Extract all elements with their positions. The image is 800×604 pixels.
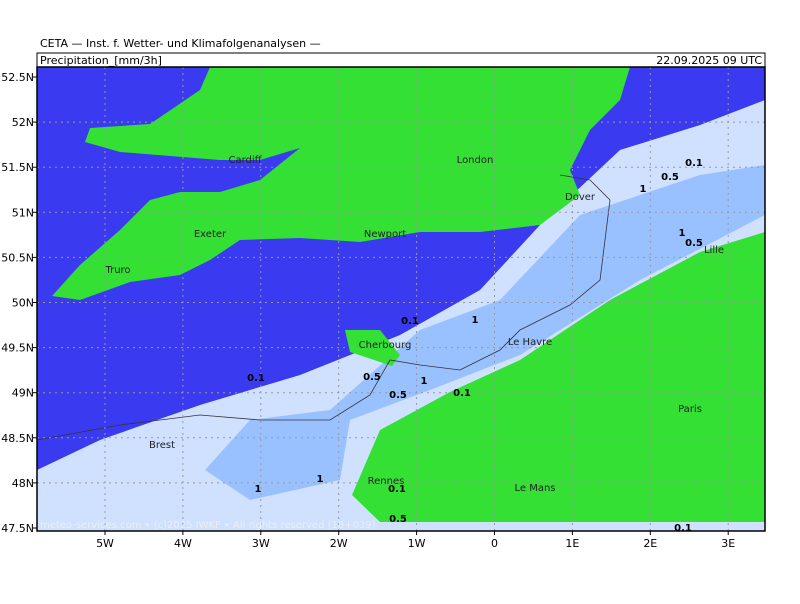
- lat-label: 49.5N: [1, 342, 34, 355]
- contour-label: 0.5: [363, 372, 381, 383]
- date: 22.09.2025 09 UTC: [656, 54, 762, 67]
- contour-label: 0.1: [388, 484, 406, 495]
- precip-medium: [205, 165, 765, 500]
- coastline-france: [36, 174, 611, 441]
- city-label: Newport: [364, 229, 406, 240]
- lat-label: 50N: [12, 297, 34, 310]
- lon-label: 5W: [96, 537, 114, 550]
- city-label: Truro: [104, 265, 130, 276]
- header-title: CETA — Inst. f. Wetter- und Klimafolgena…: [40, 37, 321, 50]
- contour-label: 0.1: [685, 158, 703, 169]
- lat-label: 48.5N: [1, 432, 34, 445]
- variable: Precipitation_[mm/3h]: [40, 54, 162, 67]
- city-label: Dover: [565, 192, 596, 203]
- lat-label: 51N: [12, 206, 34, 219]
- lat-label: 51.5N: [1, 161, 34, 174]
- contour-label: 0.5: [685, 238, 703, 249]
- lon-label: 4W: [174, 537, 192, 550]
- lat-label: 52.5N: [1, 71, 34, 84]
- contour-label: 0.1: [674, 523, 692, 534]
- lon-label: 2E: [643, 537, 657, 550]
- lon-label: 3E: [721, 537, 735, 550]
- city-label: Brest: [149, 440, 175, 451]
- contour-label: 1: [317, 474, 324, 485]
- lon-label: 1W: [408, 537, 426, 550]
- city-label: Exeter: [194, 229, 227, 240]
- city-label: Cardiff: [228, 155, 262, 166]
- graticule: 52.5N 52N 51.5N 51N 50.5N 50N 49.5N 49N 48.5N 48N…: [1, 67, 765, 550]
- contour-label: 1: [472, 315, 479, 326]
- contour-label: 1: [255, 484, 262, 495]
- lon-label: 0: [491, 537, 498, 550]
- land-cotentin: [345, 330, 400, 366]
- lon-label: 1E: [565, 537, 579, 550]
- lon-label: 3W: [252, 537, 270, 550]
- contour-label: 1: [640, 184, 647, 195]
- land-france: [352, 232, 765, 522]
- contour-label: 0.5: [389, 514, 407, 525]
- city-label: Le Havre: [508, 337, 552, 348]
- lon-label: 2W: [330, 537, 348, 550]
- land-england: [52, 67, 630, 300]
- lat-label: 48N: [12, 477, 34, 490]
- contour-label: 0.1: [453, 388, 471, 399]
- lat-label: 52N: [12, 116, 34, 129]
- contour-label: 0.5: [389, 390, 407, 401]
- city-label: Lille: [704, 245, 724, 256]
- city-label: Le Mans: [514, 483, 555, 494]
- contour-label: 0.1: [401, 316, 419, 327]
- labels: Cardiff London Dover Exeter Newport Truro Lill…: [104, 155, 724, 534]
- lat-label: 50.5N: [1, 251, 34, 264]
- city-label: London: [457, 155, 494, 166]
- map-frame: [36, 66, 766, 532]
- contour-label: 1: [679, 228, 686, 239]
- city-label: Rennes: [368, 476, 405, 487]
- city-label: Cherbourg: [359, 340, 412, 351]
- contour-label: 0.1: [247, 373, 265, 384]
- footer: meteo-services.com • (c)2025 IWKF • All …: [40, 520, 376, 531]
- city-label: Paris: [678, 404, 702, 415]
- map: [36, 67, 765, 531]
- lat-label: 47.5N: [1, 522, 34, 535]
- contour-label: 0.5: [661, 172, 679, 183]
- contour-label: 1: [421, 376, 428, 387]
- lat-label: 49N: [12, 387, 34, 400]
